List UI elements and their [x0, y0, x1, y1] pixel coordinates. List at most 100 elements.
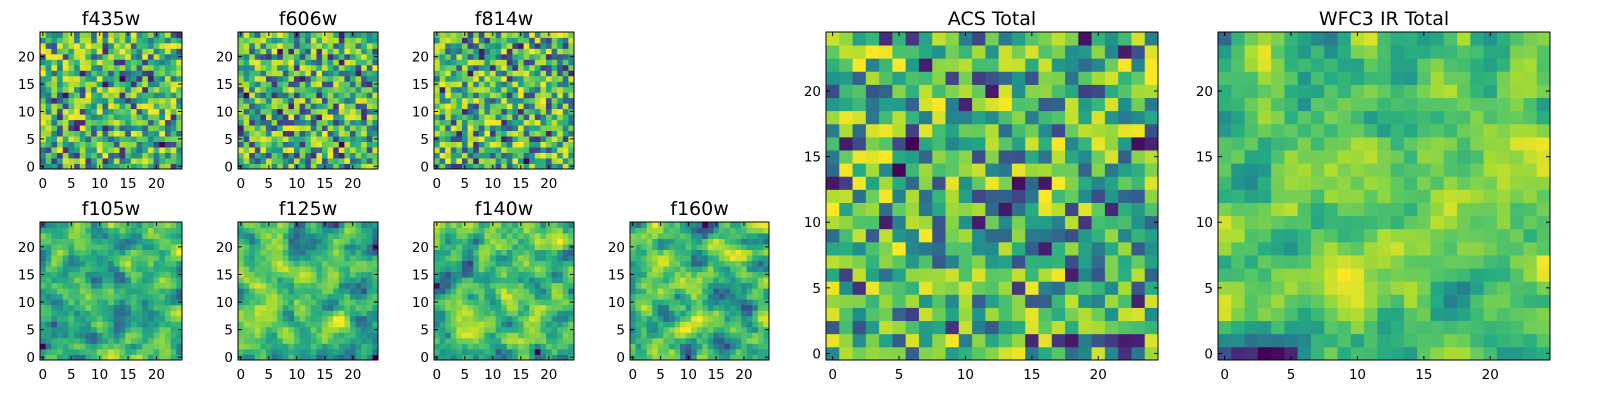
- heatmap-cell: [62, 354, 69, 361]
- heatmap-cell: [473, 337, 480, 344]
- heatmap-cell: [557, 343, 564, 350]
- heatmap-cell: [338, 227, 345, 234]
- heatmap-cell: [322, 86, 328, 93]
- heatmap-cell: [310, 163, 317, 170]
- heatmap-cell: [1038, 255, 1053, 269]
- heatmap-cell: [512, 64, 519, 71]
- heatmap-cell: [113, 97, 120, 104]
- heatmap-cell: [288, 119, 295, 126]
- heatmap-cell: [305, 114, 312, 121]
- heatmap-cell: [652, 266, 659, 273]
- heatmap-cell: [147, 315, 154, 322]
- heatmap-cell: [327, 97, 334, 104]
- heatmap-cell: [299, 244, 306, 250]
- heatmap-cell: [484, 288, 491, 295]
- heatmap-cell: [294, 108, 300, 115]
- heatmap-cell: [130, 108, 137, 115]
- heatmap-cell: [905, 241, 920, 256]
- heatmap-cell: [534, 233, 541, 239]
- heatmap-cell: [529, 277, 536, 284]
- heatmap-cell: [746, 315, 753, 322]
- heatmap-cell: [113, 48, 120, 55]
- heatmap-cell: [282, 86, 289, 93]
- heatmap-cell: [506, 255, 513, 262]
- heatmap-cell: [512, 37, 519, 44]
- heatmap-cell: [62, 92, 69, 99]
- heatmap-cell: [473, 97, 480, 104]
- heatmap-cell: [467, 326, 474, 333]
- heatmap-cell: [310, 119, 317, 126]
- heatmap-cell: [361, 249, 368, 256]
- heatmap-cell: [685, 326, 692, 333]
- heatmap-cell: [108, 277, 115, 284]
- heatmap-cell: [484, 227, 491, 234]
- heatmap-cell: [102, 293, 109, 300]
- heatmap-cell: [546, 332, 552, 339]
- heatmap-cell: [277, 42, 284, 49]
- heatmap-cell: [523, 141, 530, 148]
- heatmap-cell: [57, 125, 64, 132]
- heatmap-cell: [680, 271, 686, 278]
- heatmap-cell: [540, 293, 547, 300]
- heatmap-cell: [249, 136, 256, 142]
- heatmap-cell: [333, 114, 340, 121]
- heatmap-cell: [985, 294, 1000, 308]
- heatmap-cell: [344, 321, 351, 328]
- heatmap-cell: [153, 266, 160, 273]
- heatmap-cell: [305, 244, 312, 250]
- heatmap-cell: [652, 326, 659, 333]
- heatmap-cell: [865, 255, 880, 269]
- heatmap-cell: [757, 271, 764, 278]
- heatmap-cell: [282, 158, 289, 164]
- heatmap-cell: [305, 108, 312, 115]
- heatmap-cell: [310, 304, 317, 311]
- heatmap-cell: [164, 260, 172, 267]
- heatmap-cell: [85, 119, 92, 126]
- heatmap-cell: [310, 238, 317, 245]
- heatmap-cell: [366, 288, 373, 295]
- heatmap-cell: [57, 53, 64, 60]
- heatmap-cell: [945, 255, 960, 269]
- heatmap-cell: [57, 348, 64, 355]
- heatmap-cell: [338, 125, 345, 132]
- heatmap-cell: [484, 114, 491, 121]
- heatmap-cell: [85, 97, 92, 104]
- heatmap-cell: [305, 293, 312, 300]
- heatmap-cell: [282, 222, 289, 228]
- heatmap-cell: [91, 244, 98, 250]
- heatmap-cell: [344, 53, 351, 60]
- heatmap-cell: [551, 304, 558, 311]
- heatmap-cell: [450, 70, 457, 77]
- heatmap-cell: [277, 147, 284, 153]
- heatmap-cell: [518, 81, 524, 88]
- heatmap-cell: [282, 81, 289, 88]
- heatmap-cell: [490, 249, 496, 256]
- heatmap-cell: [74, 233, 81, 239]
- heatmap-cell: [153, 321, 160, 328]
- heatmap-cell: [57, 108, 64, 115]
- heatmap-cell: [305, 141, 312, 148]
- heatmap-cell: [57, 37, 64, 44]
- heatmap-cell: [495, 249, 502, 256]
- heatmap-cell: [540, 321, 547, 328]
- heatmap-cell: [445, 64, 452, 71]
- heatmap-cell: [546, 227, 552, 234]
- heatmap-cell: [176, 48, 183, 55]
- heatmap-cell: [1104, 307, 1119, 322]
- heatmap-cell: [57, 315, 64, 322]
- heatmap-cell: [119, 125, 126, 132]
- heatmap-cell: [51, 37, 58, 44]
- heatmap-cell: [462, 337, 468, 344]
- heatmap-cell: [316, 277, 323, 284]
- heatmap-cell: [718, 293, 725, 300]
- heatmap-cell: [696, 343, 703, 350]
- heatmap-cell: [1091, 255, 1106, 269]
- heatmap-cell: [557, 64, 564, 71]
- heatmap-cell: [125, 304, 132, 311]
- heatmap-cell: [551, 108, 558, 115]
- heatmap-cell: [310, 75, 317, 82]
- heatmap-cell: [366, 64, 373, 71]
- heatmap-cell: [918, 294, 933, 308]
- heatmap-cell: [546, 59, 552, 66]
- heatmap-cell: [1051, 228, 1066, 243]
